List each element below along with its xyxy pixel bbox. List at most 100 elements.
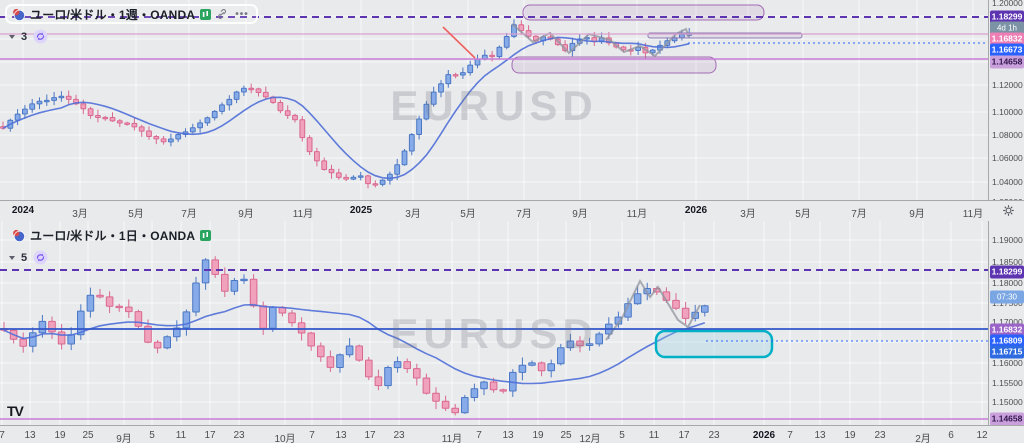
time-tick-label: 11 [648,430,660,441]
price-tick-label: 1.17000 [992,317,1023,327]
pair-logo-icon [13,229,25,242]
price-tick-label: 1.04000 [992,177,1023,187]
time-tick-label: 12月 [579,434,601,443]
price-level-badge: 1.18299 [990,10,1024,24]
time-tick-label: 5 [149,430,155,441]
time-tick-label: 23 [393,430,405,441]
tradingview-logo[interactable]: TV [7,403,24,419]
chevron-down-icon[interactable] [9,34,15,39]
time-tick-label: 3月 [72,209,88,220]
time-tick-label: 13 [502,430,514,441]
time-tick-label: 23 [874,430,886,441]
candles-style-icon[interactable] [200,229,212,241]
daily-pane-header: ユーロ/米ドル・1日・OANDA 5 [5,225,220,265]
time-tick-label: 7 [787,430,793,441]
time-tick-label: 17 [678,430,690,441]
time-tick-label: 5 [619,430,625,441]
time-tick-label: 19 [844,430,856,441]
time-tick-label: 23 [233,430,245,441]
price-tick-label: 1.16000 [992,358,1023,368]
time-tick-label: 13 [24,430,36,441]
price-tick-label: 1.18000 [992,278,1023,288]
time-tick-label: 11月 [626,209,648,220]
price-level-badge: 1.14658 [990,55,1024,69]
price-level-badge: 1.16832 [990,32,1024,46]
chevron-down-icon[interactable] [9,255,15,260]
pane-title[interactable]: ユーロ/米ドル・1週・OANDA [30,7,196,22]
time-tick-label: 2024 [11,205,35,216]
time-tick-label: 2月 [915,434,931,443]
time-tick-label: 25 [82,430,94,441]
weekly-chart-canvas[interactable] [0,0,988,200]
weekly-time-axis[interactable]: 2024 3月 5月 7月 9月 11月 2025 3月 5月 7月 9月 11月 2026 3月 5月 7月… [0,200,1024,221]
time-tick-label: 13 [814,430,826,441]
time-tick-label: 11 [175,430,187,441]
price-tick-label: 1.19000 [992,235,1023,245]
daily-time-axis[interactable]: 7 13 19 25 9月 5 11 17 23 10月 7 13 17 23 11月 7 13 19 25 12月 5… [0,425,1024,443]
time-tick-label: 23 [708,430,720,441]
price-tick-label: 1.10000 [992,107,1023,117]
time-tick-label: 2025 [349,205,373,216]
time-tick-label: 7月 [851,209,867,220]
time-tick-label: 13 [335,430,347,441]
time-tick-label: 7 [476,430,482,441]
time-tick-label: 3月 [405,209,421,220]
time-tick-label: 7 [0,430,5,441]
price-tick-label: 1.06000 [992,153,1023,163]
time-tick-label: 19 [54,430,66,441]
countdown-badge: 4d 1h [990,21,1024,35]
price-tick-label: 1.12000 [992,80,1023,90]
object-tree-count[interactable]: 5 [21,251,28,264]
price-level-badge: 1.14658 [990,412,1024,426]
price-tick-label: 1.08000 [992,130,1023,140]
symbol-legend[interactable]: ユーロ/米ドル・1日・OANDA [5,225,220,245]
price-tick-label: 1.18500 [992,257,1023,267]
symbol-legend[interactable]: ユーロ/米ドル・1週・OANDA ••• [5,4,258,24]
price-tick-label: 1.15000 [992,397,1023,407]
more-options-icon[interactable]: ••• [235,8,249,20]
time-tick-label: 11月 [441,434,463,443]
time-tick-label: 9月 [116,434,132,443]
pane-title[interactable]: ユーロ/米ドル・1日・OANDA [30,228,196,243]
price-level-badge: 1.16715 [990,345,1024,359]
time-tick-label: 5月 [460,209,476,220]
time-tick-label: 9月 [909,209,925,220]
price-level-badge: 1.18299 [990,265,1024,279]
time-tick-label: 5月 [128,209,144,220]
gear-icon[interactable] [1002,204,1015,217]
pair-logo-icon [13,8,25,21]
time-tick-label: 7 [309,430,315,441]
time-tick-label: 17 [204,430,216,441]
price-level-badge: 1.16832 [990,323,1024,337]
link-icon[interactable] [216,8,228,20]
time-tick-label: 19 [532,430,544,441]
time-tick-label: 12 [976,430,988,441]
candles-style-icon[interactable] [200,8,212,20]
sync-icon[interactable] [33,250,48,265]
time-tick-label: 25 [560,430,572,441]
time-tick-label: 7月 [181,209,197,220]
time-tick-label: 11月 [962,209,984,220]
time-tick-label: 17 [364,430,376,441]
price-tick-label: 1.15500 [992,378,1023,388]
time-tick-label: 9月 [238,209,254,220]
time-tick-label: 2026 [684,205,708,216]
time-tick-label: 10月 [274,434,296,443]
price-tick-label: 1.20000 [992,0,1023,8]
time-tick-label: 3月 [740,209,756,220]
price-axis[interactable]: 1.200001.140001.120001.100001.080001.060… [988,0,1024,443]
time-tick-label: 2026 [752,430,776,441]
time-tick-label: 6 [948,430,954,441]
object-tree-count[interactable]: 3 [21,30,28,43]
price-level-badge: 1.16673 [990,43,1024,57]
weekly-pane-header: ユーロ/米ドル・1週・OANDA ••• 3 [5,4,258,44]
sync-icon[interactable] [33,29,48,44]
time-tick-label: 9月 [572,209,588,220]
daily-chart-canvas[interactable] [0,221,988,425]
countdown-badge: 07:30 [990,290,1024,304]
time-tick-label: 7月 [516,209,532,220]
time-tick-label: 11月 [292,209,314,220]
time-tick-label: 5月 [795,209,811,220]
price-level-badge: 1.16809 [990,334,1024,348]
